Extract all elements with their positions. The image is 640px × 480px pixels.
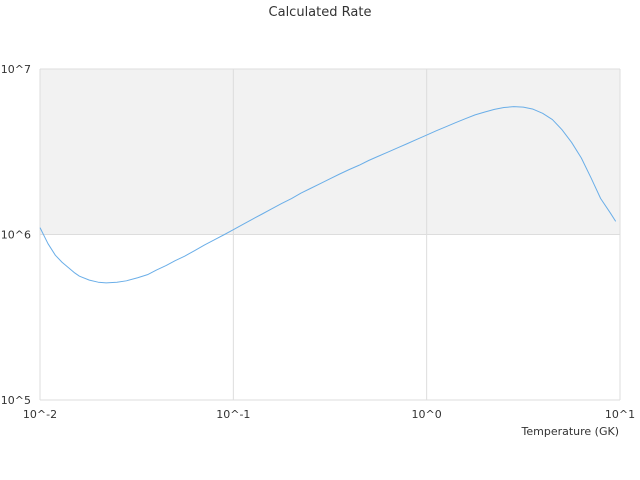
x-tick-label: 10^0: [412, 408, 442, 421]
x-tick-label: 10^-1: [216, 408, 250, 421]
y-tick-label: 10^7: [1, 63, 31, 76]
line-layer: [39, 106, 617, 284]
grid-layer: [39, 68, 621, 401]
chart-title: Calculated Rate: [269, 5, 372, 20]
shaded-band: [40, 69, 620, 235]
x-tick-label: 10^-2: [23, 408, 57, 421]
x-tick-label: 10^1: [605, 408, 635, 421]
series-line: [39, 106, 617, 284]
tick-label-layer: 10^-2 10^-1 10^0 10^1 10^5 10^6 10^7: [1, 63, 635, 421]
y-tick-label: 10^6: [1, 229, 31, 242]
x-axis-title: Temperature (GK): [521, 425, 620, 438]
y-tick-label: 10^5: [1, 394, 31, 407]
